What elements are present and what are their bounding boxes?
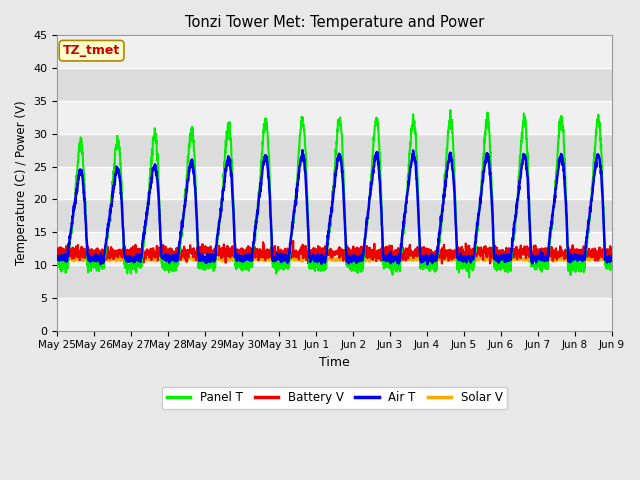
Legend: Panel T, Battery V, Air T, Solar V: Panel T, Battery V, Air T, Solar V (162, 387, 508, 409)
Air T (566, 251, 573, 257)
Battery V (241, 248, 248, 254)
Line: Air T: Air T (58, 150, 640, 264)
Panel T (240, 262, 248, 268)
Bar (58, 68, 612, 101)
Panel T (54, 263, 61, 268)
Solar V (637, 256, 640, 262)
Panel T (465, 275, 473, 280)
Battery V (532, 250, 540, 256)
Bar (58, 36, 612, 68)
Air T (389, 259, 397, 264)
Solar V (532, 256, 540, 262)
Bar (58, 101, 612, 134)
Panel T (113, 144, 120, 149)
Air T (424, 262, 431, 267)
Battery V (390, 249, 397, 254)
Bar (58, 199, 612, 232)
Solar V (428, 253, 435, 259)
Panel T (389, 266, 397, 272)
Title: Tonzi Tower Met: Temperature and Power: Tonzi Tower Met: Temperature and Power (185, 15, 484, 30)
Bar (58, 167, 612, 199)
Solar V (54, 256, 61, 262)
Solar V (384, 260, 392, 265)
Bar (58, 134, 612, 167)
Line: Battery V: Battery V (58, 241, 640, 264)
Text: TZ_tmet: TZ_tmet (63, 44, 120, 57)
Air T (113, 170, 120, 176)
Air T (299, 147, 307, 153)
Solar V (240, 257, 248, 263)
Y-axis label: Temperature (C) / Power (V): Temperature (C) / Power (V) (15, 101, 28, 265)
Bar (58, 232, 612, 265)
Bar (58, 298, 612, 331)
Line: Solar V: Solar V (58, 256, 640, 263)
Solar V (113, 258, 120, 264)
Panel T (637, 228, 640, 234)
X-axis label: Time: Time (319, 356, 350, 369)
Battery V (113, 252, 120, 257)
Air T (240, 256, 248, 262)
Panel T (532, 257, 540, 263)
Battery V (195, 261, 202, 267)
Air T (637, 227, 640, 232)
Bar (58, 265, 612, 298)
Battery V (289, 238, 297, 244)
Line: Panel T: Panel T (58, 110, 640, 277)
Battery V (637, 249, 640, 255)
Battery V (54, 252, 61, 257)
Solar V (566, 255, 573, 261)
Solar V (389, 257, 397, 263)
Battery V (566, 248, 573, 253)
Panel T (447, 107, 454, 113)
Air T (54, 256, 61, 262)
Panel T (566, 260, 573, 266)
Air T (532, 257, 540, 263)
